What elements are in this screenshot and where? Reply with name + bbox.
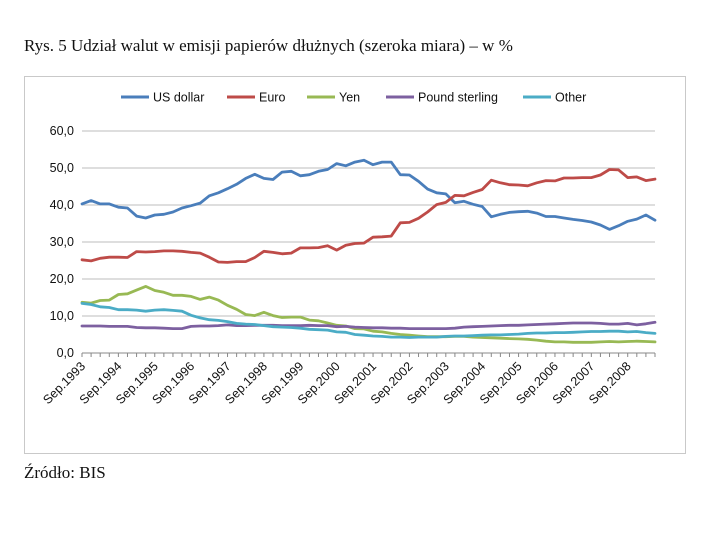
y-tick-label: 20,0 <box>50 272 74 286</box>
y-tick-label: 10,0 <box>50 309 74 323</box>
series-line-us-dollar <box>80 158 657 231</box>
source-note: Źródło: BIS <box>24 463 106 482</box>
legend-label-yen: Yen <box>339 91 360 105</box>
y-tick-label: 0,0 <box>57 346 74 360</box>
y-tick-label: 40,0 <box>50 198 74 212</box>
series-line-pound-sterling <box>80 320 657 331</box>
series-line-yen <box>80 284 657 344</box>
legend-label-us-dollar: US dollar <box>153 91 204 105</box>
y-tick-label: 30,0 <box>50 235 74 249</box>
chart-legend: US dollar Euro Yen Pound sterling Other <box>121 91 586 105</box>
y-axis-ticks: 0,0 10,0 20,0 30,0 40,0 50,0 60,0 <box>50 124 74 360</box>
legend-label-other: Other <box>555 91 586 105</box>
y-grid <box>82 130 655 317</box>
y-tick-label: 60,0 <box>50 124 74 138</box>
chart-frame <box>24 76 686 454</box>
chart-title: Rys. 5 Udział walut w emisji papierów dł… <box>24 36 513 55</box>
y-tick-label: 50,0 <box>50 161 74 175</box>
series-lines <box>80 158 657 344</box>
legend-label-euro: Euro <box>259 91 285 105</box>
legend-label-pound-sterling: Pound sterling <box>418 91 498 105</box>
series-line-other <box>80 301 657 339</box>
series-line-euro <box>80 168 657 264</box>
x-axis-ticks: Sep.1993Sep.1994Sep.1995Sep.1996Sep.1997… <box>40 353 656 407</box>
